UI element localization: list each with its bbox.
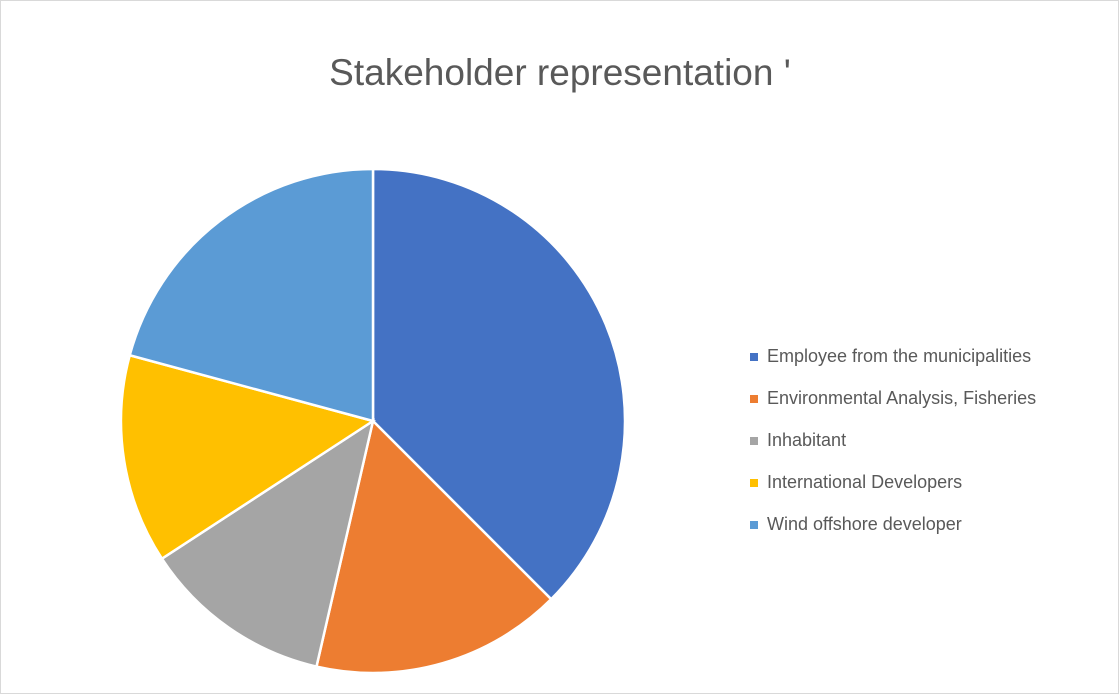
legend-swatch [750, 437, 758, 445]
legend-swatch [750, 353, 758, 361]
legend-swatch [750, 521, 758, 529]
pie-slice [119, 353, 377, 561]
legend-label: International Developers [767, 472, 962, 492]
pie-slice [160, 418, 375, 669]
legend-swatch [750, 479, 758, 487]
legend-label: Environmental Analysis, Fisheries [767, 388, 1036, 408]
legend-label: Inhabitant [767, 430, 846, 450]
legend-label: Wind offshore developer [767, 514, 962, 534]
chart-title: Stakeholder representation ' [329, 52, 791, 93]
legend-label: Employee from the municipalities [767, 346, 1031, 366]
pie-slice [128, 167, 375, 423]
legend-swatch [750, 395, 758, 403]
pie-slice [371, 167, 627, 601]
pie-slice [314, 418, 553, 675]
